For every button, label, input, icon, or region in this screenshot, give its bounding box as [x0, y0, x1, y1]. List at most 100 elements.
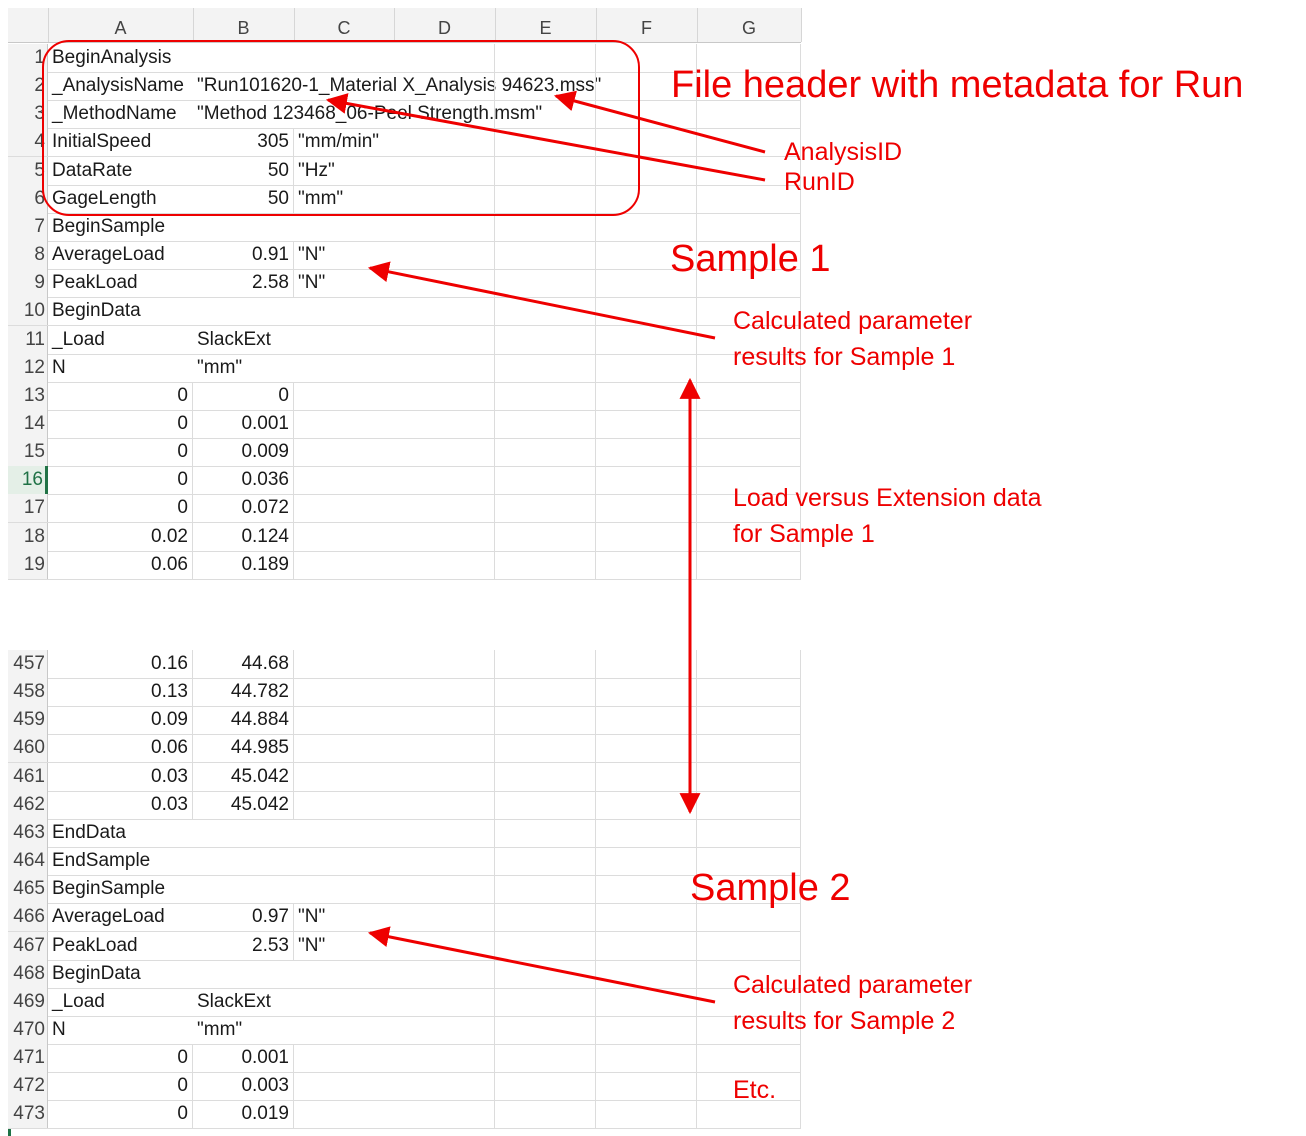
cell-g[interactable]	[697, 790, 801, 819]
cell-b[interactable]: 50	[193, 184, 294, 213]
cell-d[interactable]	[394, 269, 495, 298]
cell-g[interactable]	[697, 959, 801, 988]
cell-f[interactable]	[596, 212, 697, 241]
cell-g[interactable]	[697, 903, 801, 932]
cell-a[interactable]: 0	[48, 1100, 193, 1129]
cell-a[interactable]: 0.03	[48, 762, 193, 791]
cell-e[interactable]	[495, 297, 596, 326]
cell-a[interactable]: DataRate	[52, 159, 133, 181]
cell-d[interactable]	[394, 466, 495, 495]
cell-e[interactable]	[495, 734, 596, 763]
cell-f[interactable]	[596, 325, 697, 354]
cell-g[interactable]	[697, 1044, 801, 1073]
row-number[interactable]: 461	[8, 762, 48, 791]
cell-g[interactable]	[697, 353, 801, 382]
cell-a[interactable]: 0	[48, 438, 193, 467]
cell-d[interactable]	[394, 353, 495, 382]
cell-d[interactable]	[394, 156, 495, 185]
cell-d[interactable]	[394, 297, 495, 326]
cell-b[interactable]: 2.53	[193, 931, 294, 960]
cell-g[interactable]	[697, 734, 801, 763]
cell-e[interactable]	[495, 1015, 596, 1044]
cell-e[interactable]	[495, 156, 596, 185]
cell-a[interactable]: BeginData	[52, 300, 141, 322]
cell-d[interactable]	[394, 381, 495, 410]
cell-g[interactable]	[697, 184, 801, 213]
cell-f[interactable]	[596, 269, 697, 298]
cell-f[interactable]	[596, 1072, 697, 1101]
cell-e[interactable]	[495, 381, 596, 410]
cell-g[interactable]	[697, 762, 801, 791]
cell-a[interactable]: InitialSpeed	[52, 131, 152, 153]
cell-d[interactable]	[394, 650, 495, 678]
cell-d[interactable]	[394, 72, 495, 101]
cell-e[interactable]	[495, 1100, 596, 1129]
row-number[interactable]: 7	[8, 212, 48, 241]
cell-d[interactable]	[394, 931, 495, 960]
cell-e[interactable]	[495, 409, 596, 438]
cell-e[interactable]	[495, 438, 596, 467]
cell-c[interactable]: "N"	[298, 244, 326, 266]
cell-e[interactable]	[495, 241, 596, 270]
cell-b[interactable]: 0.97	[193, 903, 294, 932]
cell-g[interactable]	[697, 650, 801, 678]
cell-f[interactable]	[596, 353, 697, 382]
cell-b[interactable]: 2.58	[193, 269, 294, 298]
cell-e[interactable]	[495, 212, 596, 241]
cell-e[interactable]	[495, 818, 596, 847]
cell-a[interactable]: 0	[48, 494, 193, 523]
cell-e[interactable]	[495, 128, 596, 157]
cell-a[interactable]: EndData	[52, 821, 126, 843]
cell-c[interactable]: "N"	[298, 906, 326, 928]
row-number[interactable]: 470	[8, 1015, 48, 1044]
cell-f[interactable]	[596, 241, 697, 270]
cell-a[interactable]: 0.13	[48, 678, 193, 707]
cell-g[interactable]	[697, 241, 801, 270]
cell-d[interactable]	[394, 522, 495, 551]
row-number[interactable]: 10	[8, 297, 48, 326]
cell-c[interactable]: "mm"	[298, 187, 344, 209]
cell-a[interactable]: BeginData	[52, 962, 141, 984]
cell-g[interactable]	[697, 438, 801, 467]
cell-d[interactable]	[394, 790, 495, 819]
row-number[interactable]: 462	[8, 790, 48, 819]
cell-a[interactable]: _Load	[52, 990, 105, 1012]
cell-a[interactable]: 0	[48, 409, 193, 438]
cell-b[interactable]: 0.001	[193, 1044, 294, 1073]
row-number[interactable]: 13	[8, 381, 48, 410]
cell-d[interactable]	[394, 1072, 495, 1101]
row-number[interactable]: 457	[8, 650, 48, 678]
cell-d[interactable]	[394, 44, 495, 72]
cell-g[interactable]	[697, 156, 801, 185]
column-header-c[interactable]: C	[294, 8, 395, 42]
cell-b[interactable]: 44.782	[193, 678, 294, 707]
cell-e[interactable]	[495, 931, 596, 960]
cell-e[interactable]	[495, 790, 596, 819]
cell-f[interactable]	[596, 156, 697, 185]
cell-e[interactable]	[495, 1072, 596, 1101]
cell-d[interactable]	[394, 409, 495, 438]
row-number[interactable]: 1	[8, 44, 48, 72]
row-number[interactable]: 465	[8, 875, 48, 904]
cell-d[interactable]	[394, 959, 495, 988]
cell-a[interactable]: N	[52, 1018, 66, 1040]
cell-e[interactable]	[495, 875, 596, 904]
cell-f[interactable]	[596, 818, 697, 847]
cell-b[interactable]: 44.884	[193, 706, 294, 735]
cell-a[interactable]: 0.06	[48, 734, 193, 763]
cell-g[interactable]	[697, 72, 801, 101]
cell-d[interactable]	[394, 100, 495, 129]
cell-g[interactable]	[697, 212, 801, 241]
row-number[interactable]: 8	[8, 241, 48, 270]
cell-f[interactable]	[596, 847, 697, 876]
cell-d[interactable]	[394, 438, 495, 467]
cell-e[interactable]	[495, 847, 596, 876]
cell-c[interactable]: "Hz"	[298, 159, 335, 181]
cell-g[interactable]	[697, 550, 801, 579]
cell-f[interactable]	[596, 875, 697, 904]
cell-a[interactable]: 0	[48, 1044, 193, 1073]
cell-g[interactable]	[697, 269, 801, 298]
cell-e[interactable]	[495, 959, 596, 988]
cell-d[interactable]	[394, 987, 495, 1016]
cell-g[interactable]	[697, 931, 801, 960]
